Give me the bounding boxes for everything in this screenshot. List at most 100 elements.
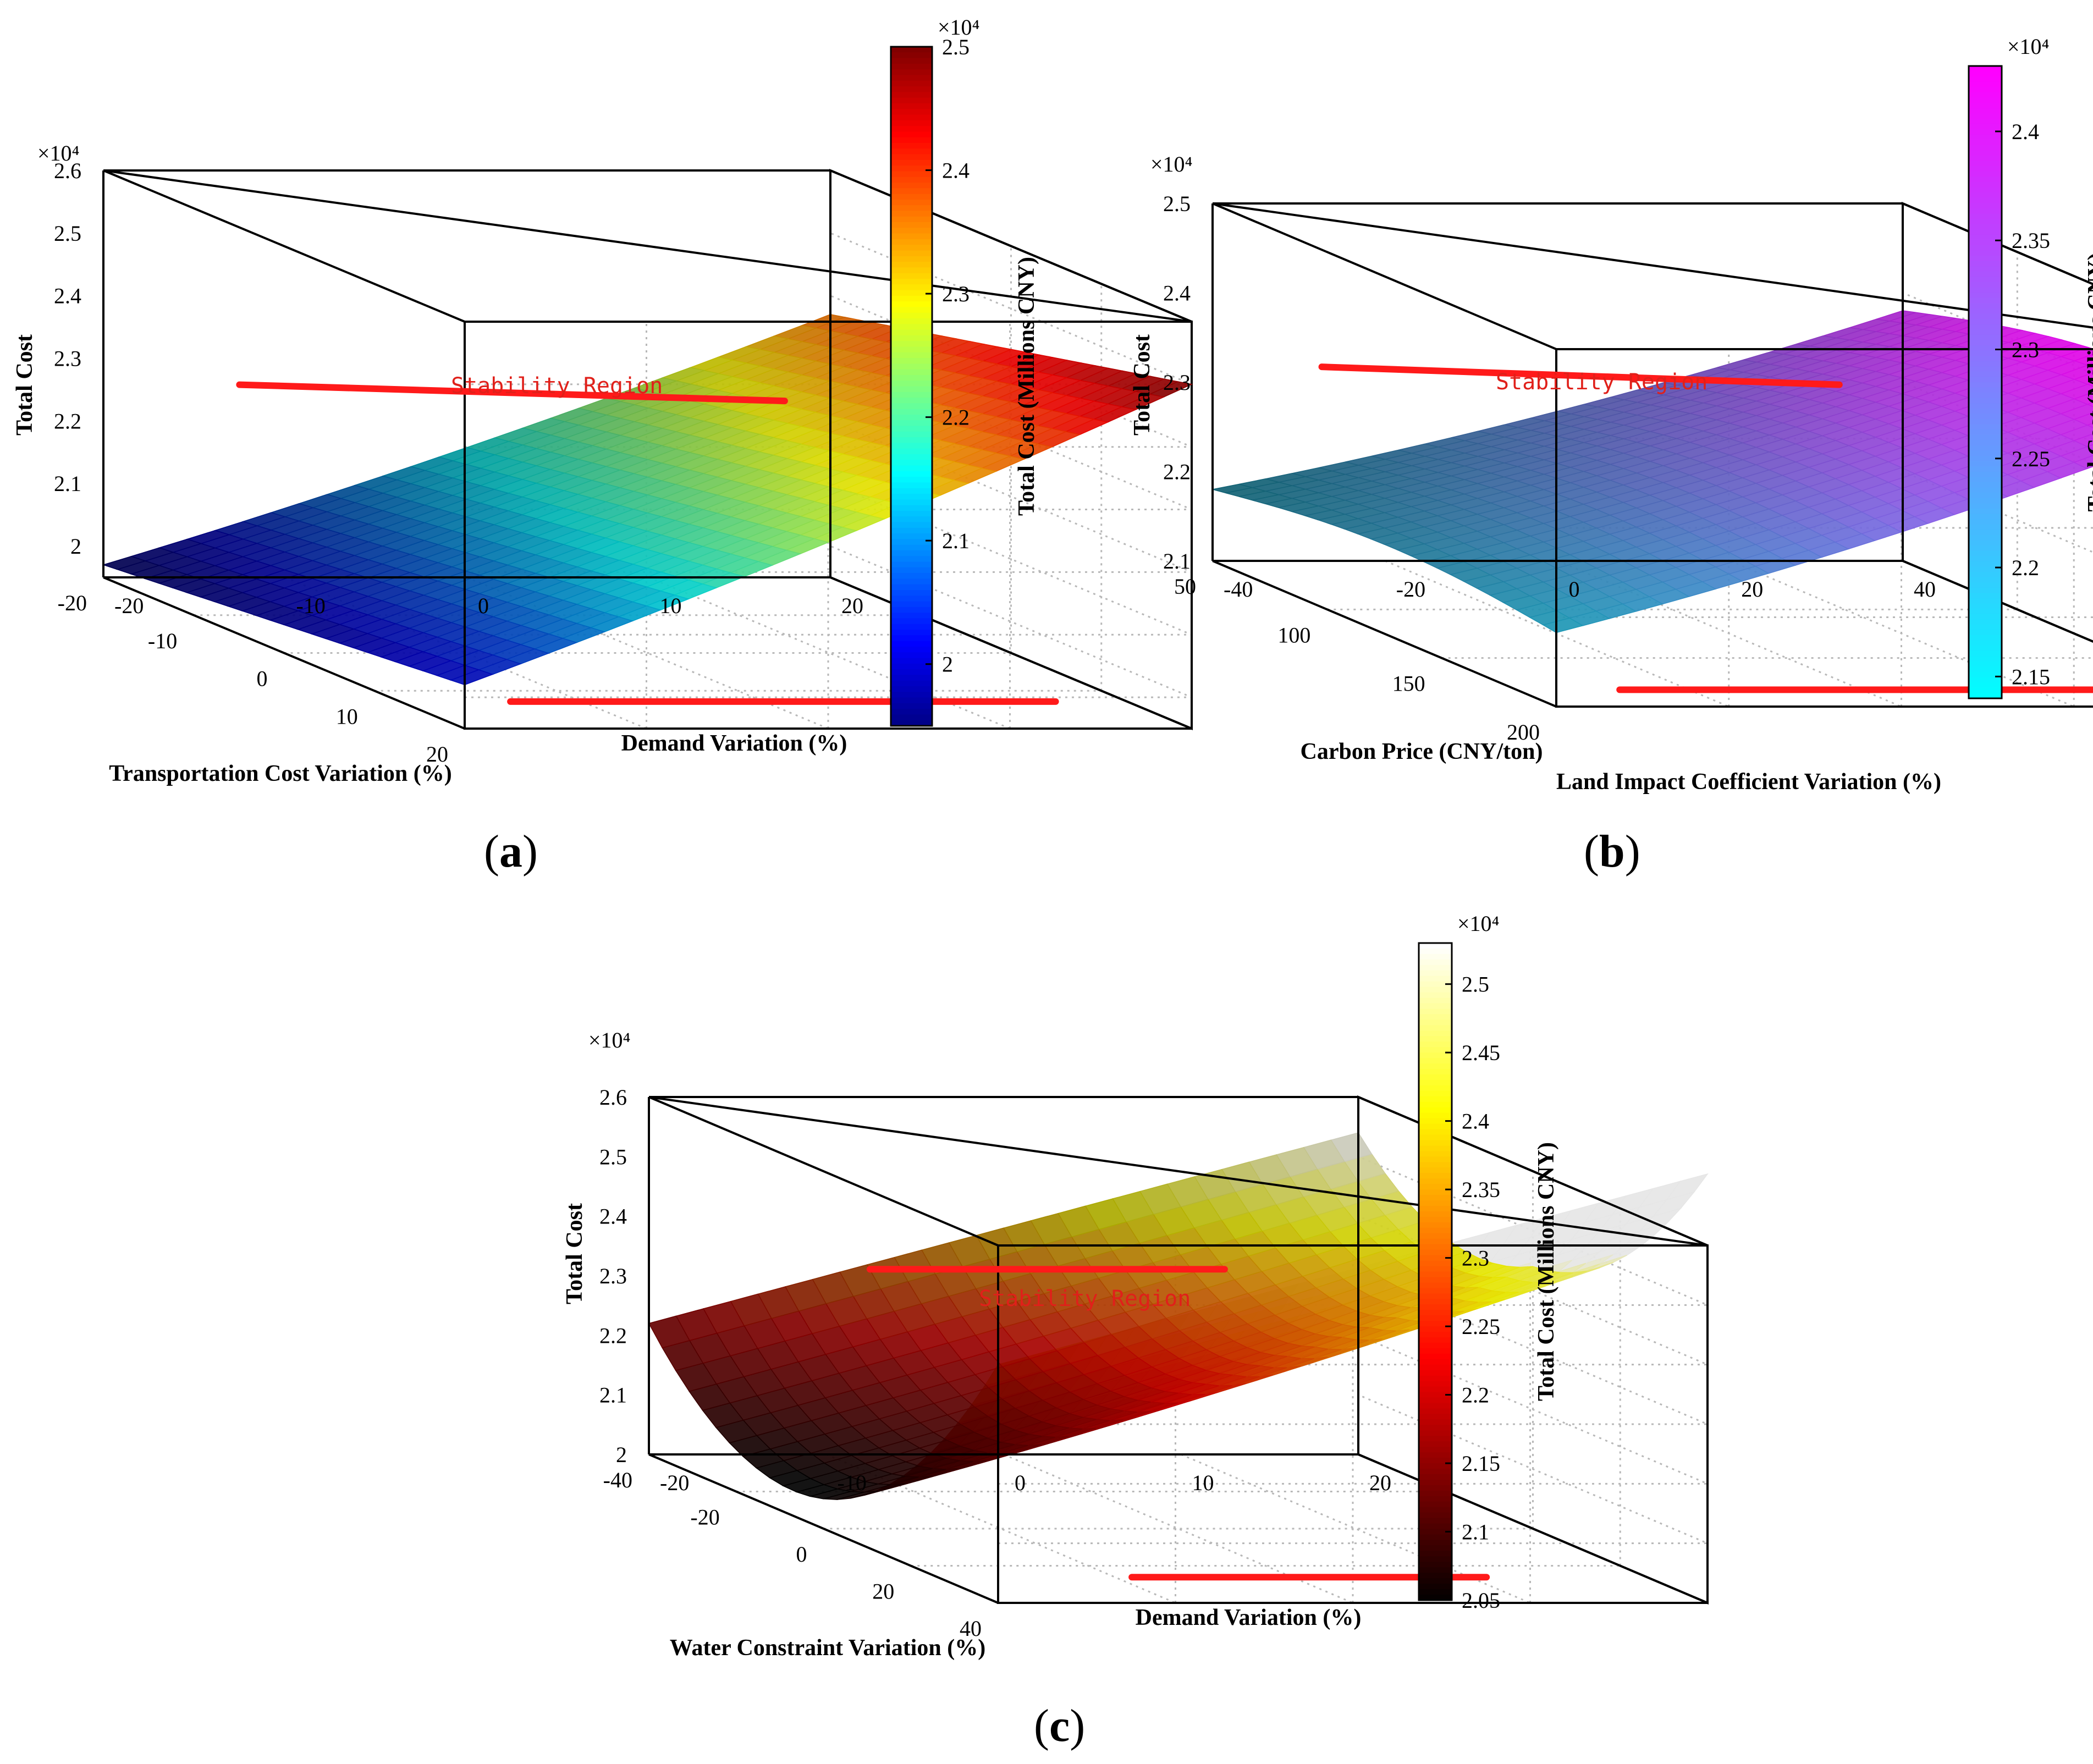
colorbar-tick-label: 2.45 — [1462, 1040, 1500, 1065]
colorbar-segment — [1419, 959, 1452, 966]
colorbar-segment — [1419, 1304, 1452, 1311]
colorbar-segment — [891, 137, 932, 144]
colorbar-tick-label: 2.25 — [2012, 446, 2050, 471]
colorbar-segment — [1419, 1047, 1452, 1054]
colorbar-segment — [1969, 635, 2002, 641]
colorbar-segment — [891, 431, 932, 438]
colorbar-segment — [1969, 561, 2002, 567]
colorbar-segment — [1419, 1337, 1452, 1344]
z-axis-label: Total Cost — [1130, 334, 1155, 436]
colorbar-segment — [1419, 1353, 1452, 1360]
colorbar-segment — [1419, 1589, 1452, 1596]
colorbar-segment — [1969, 640, 2002, 647]
colorbar-segment — [891, 561, 932, 569]
colorbar-segment — [1419, 1452, 1452, 1459]
stability-region-annotation: Stability Region — [1496, 370, 1708, 395]
y-tick-label: 20 — [841, 593, 863, 618]
colorbar-segment — [891, 550, 932, 557]
colorbar-segment — [1419, 1425, 1452, 1431]
colorbar: 2.05 2.1 2.15 2.2 2.25 2.3 2.35 2.4 2.45 2.5 ×10⁴ T… — [1418, 911, 1559, 1613]
colorbar-frame — [1968, 65, 2003, 699]
colorbar-segment — [1969, 524, 2002, 531]
colorbar-segment — [891, 471, 932, 478]
colorbar-segment — [891, 443, 932, 449]
colorbar-segment — [891, 273, 932, 280]
surface-patch — [102, 556, 147, 570]
colorbar-segment — [1419, 1414, 1452, 1420]
colorbar-segment — [1419, 1364, 1452, 1371]
panel-label-b-text: b — [1599, 826, 1625, 877]
top-edge — [103, 169, 1192, 323]
colorbar-segment — [891, 295, 932, 302]
colorbar-segment — [891, 414, 932, 421]
z-exponent: ×10⁴ — [1150, 152, 1193, 177]
colorbar-frame — [890, 46, 933, 727]
colorbar-segment — [1419, 1562, 1452, 1568]
colorbar-tick-label: 2.2 — [942, 405, 970, 430]
colorbar-segment — [891, 646, 932, 653]
colorbar-segment — [1419, 1025, 1452, 1032]
colorbar-segment — [1419, 970, 1452, 977]
colorbar-tick-label: 2.2 — [1462, 1383, 1489, 1408]
surface-patch — [1212, 483, 1253, 494]
colorbar-segment — [1419, 1003, 1452, 1010]
colorbar-segment — [1969, 303, 2002, 310]
colorbar-segment — [1969, 340, 2002, 346]
colorbar-segment — [891, 403, 932, 410]
colorbar-segment — [891, 86, 932, 93]
y-tick-label: 20 — [1741, 577, 1763, 602]
colorbar-segment — [1419, 1595, 1452, 1601]
colorbar-segment — [1419, 1238, 1452, 1245]
panel-label-c-text: c — [1049, 1700, 1070, 1751]
colorbar-segment — [1969, 456, 2002, 462]
colorbar-segment — [1419, 1156, 1452, 1163]
colorbar-segment — [1969, 619, 2002, 626]
colorbar-segment — [1419, 1299, 1452, 1305]
colorbar-segment — [1419, 1211, 1452, 1218]
colorbar-segment — [1969, 71, 2002, 78]
colorbar-segment — [1419, 1167, 1452, 1174]
y-tick-label: 0 — [1015, 1470, 1026, 1495]
colorbar-segment — [1969, 461, 2002, 467]
colorbar-segment — [1419, 1173, 1452, 1179]
colorbar-segment — [1969, 414, 2002, 420]
colorbar-segment — [1969, 66, 2002, 72]
colorbar-segment — [1969, 92, 2002, 98]
colorbar-segment — [891, 613, 932, 619]
colorbar-segment — [1969, 266, 2002, 272]
colorbar-segment — [1969, 477, 2002, 483]
colorbar-segment — [891, 374, 932, 382]
colorbar-segment — [891, 148, 932, 155]
top-edge — [103, 169, 465, 323]
colorbar-segment — [1419, 1063, 1452, 1070]
colorbar-segment — [891, 669, 932, 676]
colorbar-exponent: ×10⁴ — [2007, 34, 2050, 59]
colorbar-label: Total Cost (Millions CNY) — [1014, 257, 1039, 516]
colorbar-segment — [891, 183, 932, 189]
colorbar-segment — [1969, 319, 2002, 325]
colorbar-segment — [1969, 687, 2002, 694]
colorbar-tick-label: 2.4 — [942, 158, 970, 183]
colorbar-segment — [1969, 256, 2002, 262]
z-tick-label: 2 — [70, 534, 81, 559]
colorbar-segment — [1419, 1359, 1452, 1365]
colorbar-segment — [891, 386, 932, 393]
colorbar-segment — [1419, 1244, 1452, 1250]
colorbar-segment — [891, 635, 932, 642]
colorbar-segment — [1419, 1370, 1452, 1376]
x-axis-label: Carbon Price (CNY/ton) — [1301, 739, 1543, 764]
x-tick-label: -40 — [603, 1468, 632, 1492]
colorbar-segment — [1969, 166, 2002, 172]
colorbar-segment — [1969, 271, 2002, 278]
colorbar-segment — [1969, 197, 2002, 204]
colorbar-segment — [891, 341, 932, 348]
colorbar-segment — [891, 465, 932, 472]
colorbar-segment — [1969, 203, 2002, 209]
floor-grid-line — [1557, 560, 1902, 708]
y-tick-label: -20 — [1396, 577, 1425, 602]
x-tick-label: -10 — [148, 629, 177, 653]
colorbar-tick-label: 2.2 — [2012, 555, 2039, 580]
z-tick-label: 2.3 — [599, 1264, 627, 1288]
colorbar-segment — [891, 675, 932, 681]
z-tick-label: 2.2 — [1163, 460, 1191, 484]
